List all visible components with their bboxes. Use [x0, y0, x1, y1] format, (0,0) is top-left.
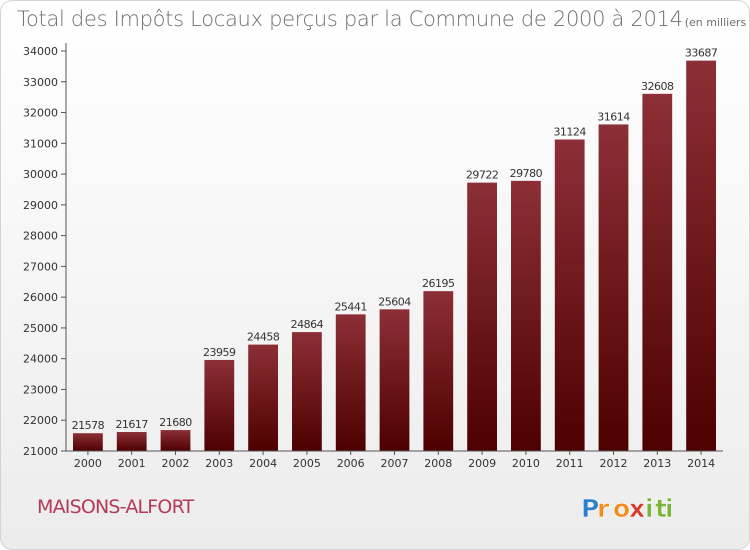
- y-tick-label: 21000: [23, 445, 58, 458]
- bar-value-label: 26195: [422, 277, 455, 290]
- bar: [379, 309, 410, 451]
- y-axis: 21000 22000 23000 24000 25000 26000 27000 28000…: [23, 43, 67, 458]
- bar: [511, 180, 541, 451]
- bar-value-label: 29722: [466, 169, 499, 182]
- bar: [160, 430, 191, 451]
- logo-letter: P: [581, 494, 599, 523]
- y-tick-label: 29000: [23, 199, 58, 212]
- x-tick-label: 2011: [556, 457, 584, 470]
- chart-title: Total des Impôts Locaux perçus par la Co…: [17, 7, 683, 31]
- title-row: Total des Impôts Locaux perçus par la Co…: [17, 7, 749, 31]
- bar-value-label: 24864: [291, 318, 324, 331]
- logo-letter: t: [655, 494, 667, 523]
- bar: [204, 359, 235, 451]
- x-tick-label: 2008: [424, 457, 452, 470]
- logo-letter: o: [613, 494, 630, 523]
- bar-value-label: 25441: [334, 300, 367, 313]
- y-tick-label: 28000: [23, 230, 58, 243]
- bar: [423, 291, 454, 451]
- x-tick-label: 2002: [162, 457, 190, 470]
- y-tick-label: 32000: [23, 107, 58, 120]
- bar: [292, 332, 322, 451]
- commune-name: MAISONS-ALFORT: [37, 496, 194, 518]
- bar: [73, 433, 103, 451]
- y-tick-label: 24000: [23, 353, 58, 366]
- x-tick-label: 2000: [74, 457, 102, 470]
- logo-letter: i: [645, 494, 654, 523]
- x-tick-label: 2003: [205, 457, 233, 470]
- y-tick-label: 22000: [23, 414, 58, 427]
- x-tick-label: 2009: [468, 457, 496, 470]
- bar-value-label: 31614: [597, 110, 630, 123]
- bar: [248, 344, 278, 451]
- bar: [598, 124, 629, 452]
- x-tick-label: 2006: [337, 457, 365, 470]
- x-tick-label: 2014: [687, 457, 715, 470]
- y-tick-label: 34000: [23, 45, 58, 58]
- bar-value-label: 21617: [115, 418, 148, 431]
- logo-letter: r: [597, 494, 610, 523]
- chart-subtitle: (en milliers d'€): [684, 16, 749, 29]
- logo-letter: x: [629, 494, 645, 523]
- bar-value-label: 23959: [203, 346, 236, 359]
- bar-value-label: 29780: [510, 167, 543, 180]
- bar: [642, 93, 673, 451]
- bar: [554, 139, 585, 451]
- y-tick-label: 33000: [23, 76, 58, 89]
- x-tick-label: 2010: [512, 457, 540, 470]
- y-tick-label: 23000: [23, 383, 58, 396]
- bar-value-label: 21680: [159, 416, 192, 429]
- y-tick-label: 30000: [23, 168, 58, 181]
- bar: [467, 182, 497, 451]
- bars: 21578 21617 21680 23959 24458 24864 25441 25604…: [72, 47, 718, 452]
- bar-value-label: 33687: [685, 47, 718, 60]
- bar-value-label: 21578: [72, 419, 105, 432]
- bar-value-label: 32608: [641, 80, 674, 93]
- x-tick-label: 2013: [643, 457, 671, 470]
- y-tick-label: 25000: [23, 322, 58, 335]
- bar-value-label: 25604: [378, 295, 411, 308]
- logo-letter: i: [665, 494, 674, 523]
- bar-value-label: 31124: [553, 125, 586, 138]
- y-tick-label: 27000: [23, 260, 58, 273]
- bar: [335, 314, 366, 451]
- bar: [116, 432, 147, 451]
- x-tick-label: 2007: [381, 457, 409, 470]
- y-tick-label: 31000: [23, 137, 58, 150]
- bar-value-label: 24458: [247, 331, 280, 344]
- x-tick-label: 2012: [600, 457, 628, 470]
- x-tick-label: 2004: [249, 457, 277, 470]
- y-tick-label: 26000: [23, 291, 58, 304]
- bar: [686, 60, 716, 451]
- x-tick-label: 2005: [293, 457, 321, 470]
- x-axis: 2000 2001 2002 2003 2004 2005 2006 2007 2008 2009…: [66, 450, 723, 470]
- x-tick-label: 2001: [118, 457, 146, 470]
